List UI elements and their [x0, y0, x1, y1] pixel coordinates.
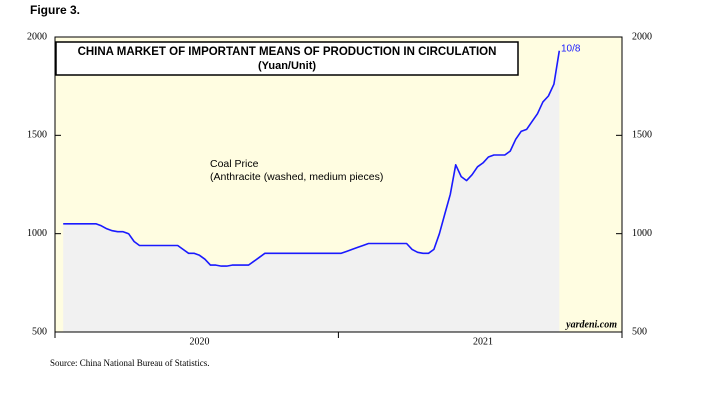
annotation: (Anthracite (washed, medium pieces) [210, 171, 383, 183]
end-label: 10/8 [561, 44, 581, 55]
y-tick-label: 500 [32, 326, 47, 337]
area [63, 50, 560, 333]
source-note: Source: China National Bureau of Statist… [50, 358, 209, 368]
y2-tick-label: 2000 [632, 31, 652, 42]
x-tick-label: 2020 [189, 336, 209, 347]
watermark: yardeni.com [565, 319, 617, 330]
annotation: Coal Price [210, 158, 259, 170]
y-tick-label: 1000 [27, 228, 47, 239]
x-tick-label: 2021 [473, 336, 493, 347]
plot-layer [63, 50, 561, 333]
y-tick-label: 1500 [27, 130, 47, 141]
figure-label: Figure 3. [30, 3, 80, 17]
line [63, 50, 561, 267]
y-tick-label: 2000 [27, 31, 47, 42]
chart-subtitle: (Yuan/Unit) [258, 60, 316, 72]
y2-tick-label: 500 [632, 326, 647, 337]
title-box [55, 41, 519, 76]
y2-tick-label: 1500 [632, 130, 652, 141]
y2-tick-label: 1000 [632, 228, 652, 239]
chart-title: CHINA MARKET OF IMPORTANT MEANS OF PRODU… [78, 46, 497, 58]
